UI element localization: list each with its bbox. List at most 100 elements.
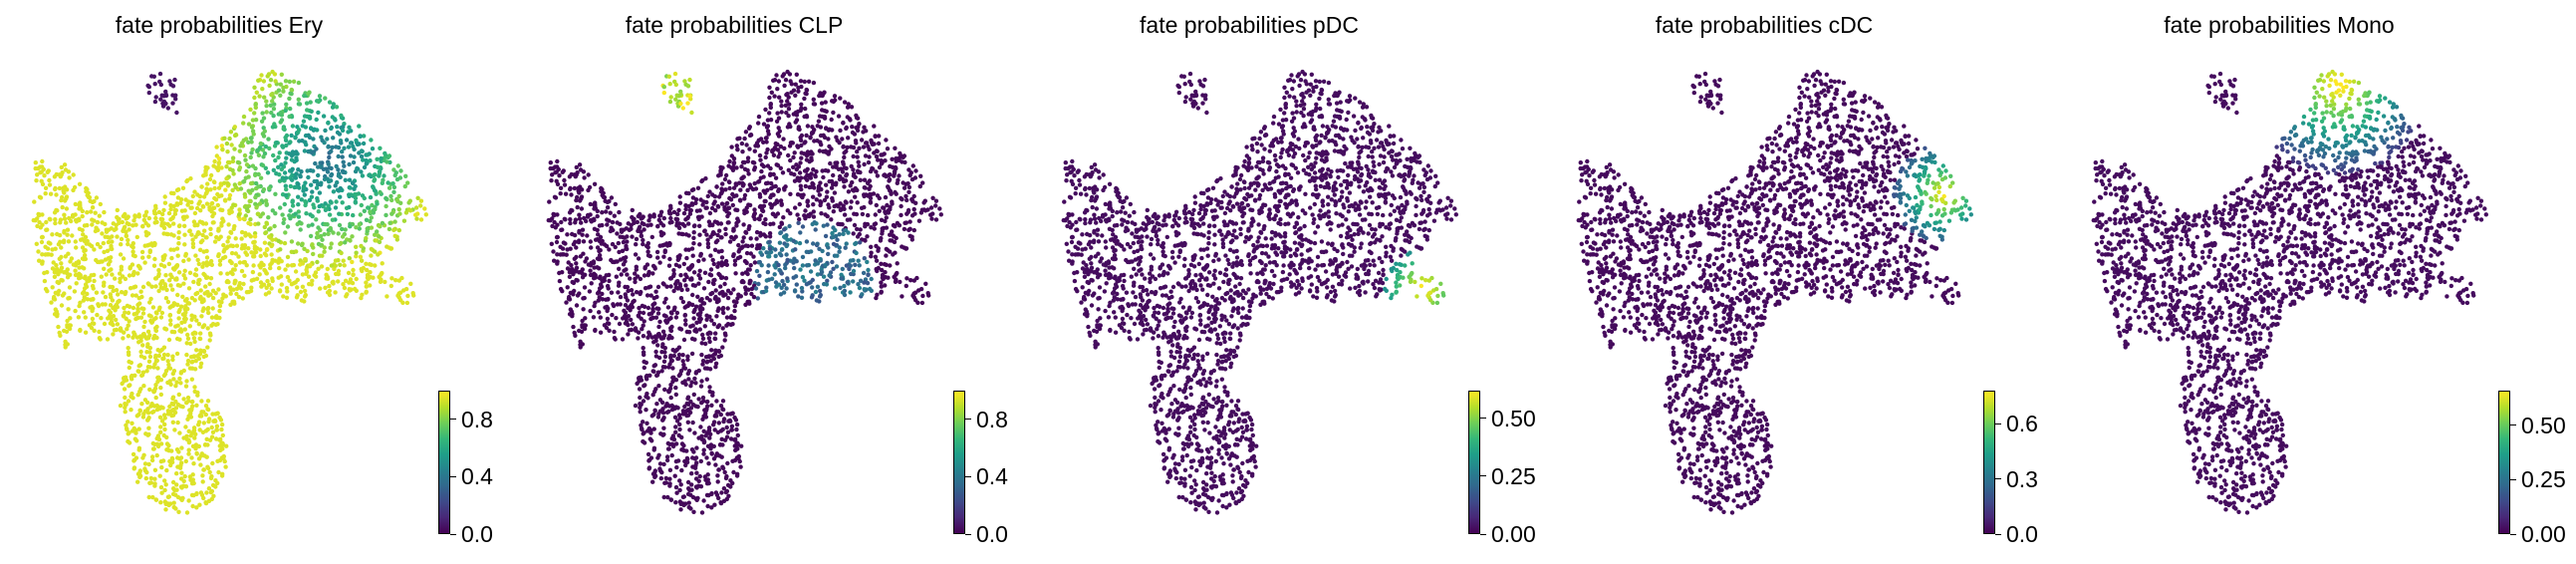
cell-point [307,197,313,203]
cell-point [152,256,157,262]
cell-point [742,196,747,201]
cell-point [573,333,578,338]
cell-point [294,149,299,154]
cell-point [176,309,181,315]
cell-point [201,298,206,304]
cell-point [677,200,683,205]
cell-point [120,381,125,387]
cell-point [310,213,315,219]
cell-point [325,222,330,227]
cell-point [135,471,141,476]
cell-point [684,448,689,453]
cell-point [734,220,739,226]
cell-point [912,211,917,216]
cell-point [722,437,728,442]
cell-point [869,276,874,282]
cell-point [174,187,180,193]
cell-point [61,239,67,245]
cell-point [794,282,799,287]
cell-point [774,119,780,125]
cell-point [226,222,231,227]
cell-point [722,469,727,475]
cell-point [168,203,173,208]
cell-point [269,286,274,291]
cell-point [205,307,210,312]
cell-point [805,166,810,171]
cell-point [190,404,195,409]
cell-point [684,255,689,261]
cell-point [328,245,333,250]
cell-point [869,250,874,255]
cell-point [323,96,328,101]
cell-point [184,214,189,219]
cell-point [264,99,269,104]
cell-point [743,130,749,135]
cell-point [270,99,275,104]
cell-point [699,510,705,515]
cell-point [327,212,333,217]
cell-point [642,221,646,227]
cell-point [247,198,252,204]
cell-point [592,303,597,309]
cell-point [622,235,628,240]
cell-point [106,316,111,321]
cell-point [154,441,160,446]
cell-point [819,101,825,106]
cell-point [726,493,731,498]
cell-point [311,137,316,141]
cell-point [691,449,696,454]
cell-point [666,74,671,80]
cell-point [204,201,210,206]
cell-point [200,473,205,478]
cell-point [687,211,693,216]
cell-point [138,387,143,392]
cell-point [303,140,308,144]
cell-point [62,190,67,195]
cell-point [194,318,199,323]
cell-point [354,276,359,282]
cell-point [697,268,702,273]
cell-point [220,216,225,221]
cell-point [890,229,895,234]
cell-point [155,379,160,385]
cell-point [317,203,322,209]
cell-point [701,451,706,456]
cell-point [280,175,285,180]
cell-point [707,385,712,390]
cell-point [147,346,152,351]
cell-point [273,191,278,196]
cell-point [377,234,382,239]
cell-point [326,144,331,149]
cell-point [232,278,238,284]
cell-point [662,354,668,360]
cell-point [261,116,267,121]
cell-point [45,169,50,174]
cell-point [824,282,830,287]
cell-point [124,233,129,238]
cell-point [296,209,301,214]
cell-point [608,210,613,215]
cell-point [788,211,793,216]
cell-point [673,82,678,88]
cell-point [862,204,867,210]
cell-point [894,272,899,277]
cell-point [763,221,768,227]
cell-point [661,494,666,500]
cell-point [311,251,316,257]
cell-point [804,239,810,244]
cell-point [669,435,674,441]
cell-point [777,251,783,256]
cell-point [802,278,807,283]
cell-point [597,275,603,281]
cell-point [782,185,787,191]
cell-point [817,288,823,294]
colorbar-tick [450,475,456,477]
colorbar-tick-label: 0.8 [461,406,493,432]
cell-point [656,324,661,330]
cell-point [799,285,805,291]
cell-point [102,209,107,215]
cell-point [42,173,47,178]
cell-point [683,322,688,327]
cell-point [633,403,639,409]
cell-point [73,201,79,207]
